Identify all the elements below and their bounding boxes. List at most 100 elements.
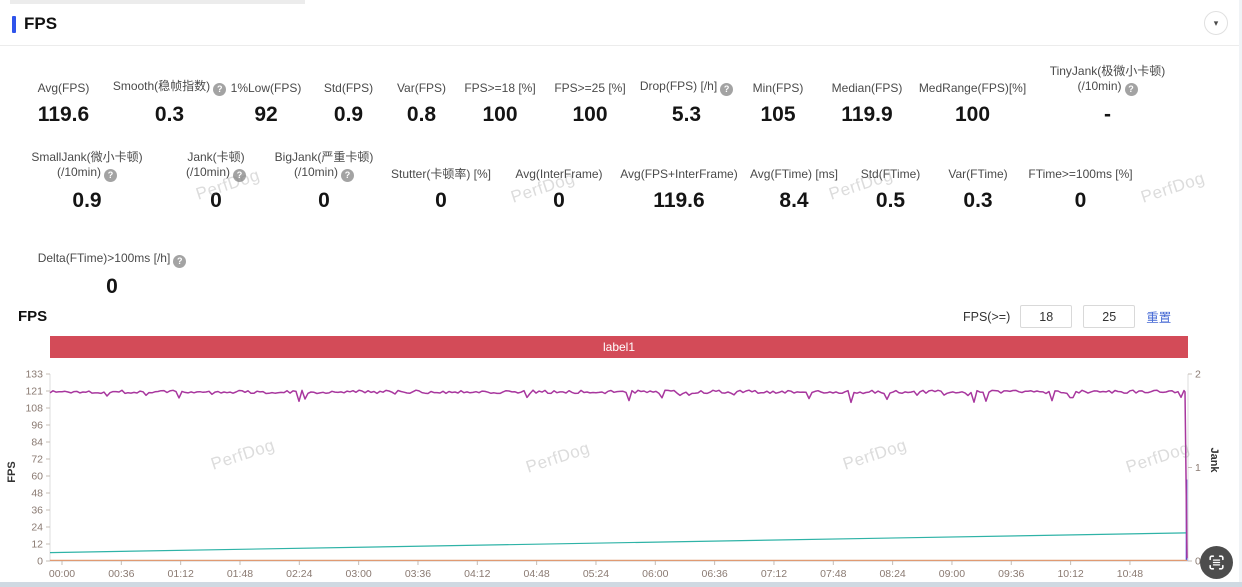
- stat-cell: BigJank(严重卡顿) (/10min)? 0: [266, 150, 382, 213]
- accent-bar: [12, 15, 16, 33]
- stat-value: 5.3: [671, 103, 702, 126]
- header-divider: [0, 45, 1242, 46]
- stats-row-1: Avg(FPS) 119.6 Smooth(稳帧指数)? 0.3 1%Low(FPS) 9…: [8, 64, 1183, 127]
- help-icon[interactable]: ?: [720, 83, 734, 96]
- stat-value: 100: [572, 103, 608, 126]
- fps-threshold-input-2[interactable]: [1083, 305, 1136, 328]
- chevron-down-icon: ▾: [1213, 18, 1219, 28]
- help-icon[interactable]: ?: [341, 169, 354, 182]
- help-icon[interactable]: ?: [213, 83, 227, 96]
- left-tick-label: 96: [31, 420, 43, 432]
- stat-cell: Var(FTime) 0.3: [933, 150, 1023, 213]
- stat-label: Avg(InterFrame): [515, 167, 603, 181]
- x-tick-label: 08:24: [879, 568, 905, 580]
- stat-value: 100: [954, 103, 991, 126]
- stat-cell: Jank(卡顿) (/10min)? 0: [166, 150, 266, 213]
- series-ramp: [49, 532, 1188, 554]
- stat-label: MedRange(FPS)[%]: [918, 81, 1027, 95]
- x-tick-label: 10:12: [1057, 568, 1083, 580]
- left-tick-label: 24: [31, 522, 43, 534]
- stat-label: Delta(FTime)>100ms [/h]?: [38, 236, 187, 268]
- stat-label: Drop(FPS) [/h]?: [640, 64, 734, 96]
- left-tick-label: 48: [31, 488, 43, 500]
- x-tick-label: 09:36: [998, 568, 1024, 580]
- stat-value: 119.6: [37, 103, 90, 126]
- x-tick-label: 00:36: [108, 568, 134, 580]
- stat-value: 0.3: [154, 103, 185, 126]
- series-FPS: [49, 389, 1188, 559]
- stat-cell: MedRange(FPS)[%] 100: [913, 64, 1032, 127]
- stat-label: FPS>=25 [%]: [554, 81, 626, 95]
- stat-label: Smooth(稳帧指数)?: [113, 64, 227, 96]
- right-tick-label: 2: [1195, 369, 1201, 381]
- top-placeholder-bar: [10, 0, 305, 4]
- panel-title: FPS: [24, 14, 58, 33]
- x-tick-label: 03:36: [405, 568, 431, 580]
- fps-threshold-filter: FPS(>=) 重置: [963, 305, 1171, 328]
- stat-cell: SmallJank(微小卡顿) (/10min)? 0.9: [8, 150, 166, 213]
- left-tick-label: 12: [31, 539, 43, 551]
- stat-value: 0.9: [333, 103, 364, 126]
- stat-label: Avg(FTime) [ms]: [749, 167, 838, 181]
- help-icon[interactable]: ?: [173, 255, 187, 268]
- x-tick-label: 10:48: [1117, 568, 1143, 580]
- help-icon[interactable]: ?: [1124, 83, 1138, 96]
- stat-cell: FPS>=25 [%] 100: [542, 64, 638, 127]
- page-right-edge: [1239, 0, 1242, 587]
- stat-label: Median(FPS): [831, 81, 903, 95]
- x-tick-label: 09:00: [939, 568, 965, 580]
- stat-value: 0: [210, 189, 222, 212]
- stat-label: Stutter(卡顿率) [%]: [390, 167, 491, 181]
- help-icon[interactable]: ?: [233, 169, 246, 182]
- stat-value: 8.4: [779, 189, 809, 212]
- stat-cell: Delta(FTime)>100ms [/h]? 0: [8, 236, 216, 299]
- reset-link[interactable]: 重置: [1146, 311, 1172, 325]
- fps-threshold-input-1[interactable]: [1020, 305, 1073, 328]
- stat-cell: Avg(FTime) [ms] 8.4: [740, 150, 848, 213]
- stat-cell: Median(FPS) 119.9: [821, 64, 913, 127]
- stat-cell: TinyJank(极微小卡顿) (/10min)? -: [1032, 64, 1183, 127]
- stat-label: Std(FPS): [323, 81, 374, 95]
- stat-value: 0.8: [406, 103, 437, 126]
- stats-row-3: Delta(FTime)>100ms [/h]? 0: [8, 236, 216, 299]
- stat-label: FPS>=18 [%]: [464, 81, 536, 95]
- stat-value: 0.5: [875, 189, 906, 212]
- x-tick-label: 07:48: [820, 568, 846, 580]
- stat-value: 119.9: [841, 103, 893, 126]
- stat-cell: Std(FTime) 0.5: [848, 150, 933, 213]
- stat-value: -: [1104, 103, 1111, 126]
- x-tick-label: 04:12: [464, 568, 490, 580]
- right-tick-label: 1: [1195, 462, 1201, 474]
- stat-cell: Min(FPS) 105: [735, 64, 821, 127]
- collapse-button[interactable]: ▾: [1204, 11, 1228, 35]
- left-tick-label: 36: [31, 505, 43, 517]
- stat-value: 0: [318, 189, 330, 212]
- page-bottom-edge: [0, 582, 1242, 587]
- stat-label: BigJank(严重卡顿) (/10min)?: [274, 150, 374, 182]
- screenshot-button[interactable]: [1200, 546, 1233, 579]
- stat-value: 105: [760, 103, 796, 126]
- x-tick-label: 06:36: [701, 568, 727, 580]
- stat-label: Jank(卡顿) (/10min)?: [185, 150, 246, 182]
- stat-label: Var(FPS): [396, 81, 447, 95]
- stat-label: Std(FTime): [860, 167, 921, 181]
- stat-label: TinyJank(极微小卡顿) (/10min)?: [1049, 64, 1166, 96]
- x-tick-label: 04:48: [523, 568, 549, 580]
- x-tick-label: 03:00: [346, 568, 372, 580]
- stat-cell: FTime>=100ms [%] 0: [1023, 150, 1138, 213]
- stat-value: 0.3: [963, 189, 993, 212]
- left-tick-label: 121: [25, 386, 43, 398]
- stat-value: 119.6: [653, 189, 705, 212]
- stat-value: 0: [553, 189, 565, 212]
- x-tick-label: 01:48: [227, 568, 253, 580]
- stat-cell: Std(FPS) 0.9: [312, 64, 385, 127]
- stat-cell: FPS>=18 [%] 100: [458, 64, 542, 127]
- left-tick-label: 60: [31, 471, 43, 483]
- stat-cell: 1%Low(FPS) 92: [220, 64, 312, 127]
- filter-label: FPS(>=): [963, 309, 1011, 324]
- help-icon[interactable]: ?: [104, 169, 117, 182]
- right-tick-label: 0: [1195, 556, 1201, 568]
- legend-label: label1: [602, 340, 636, 354]
